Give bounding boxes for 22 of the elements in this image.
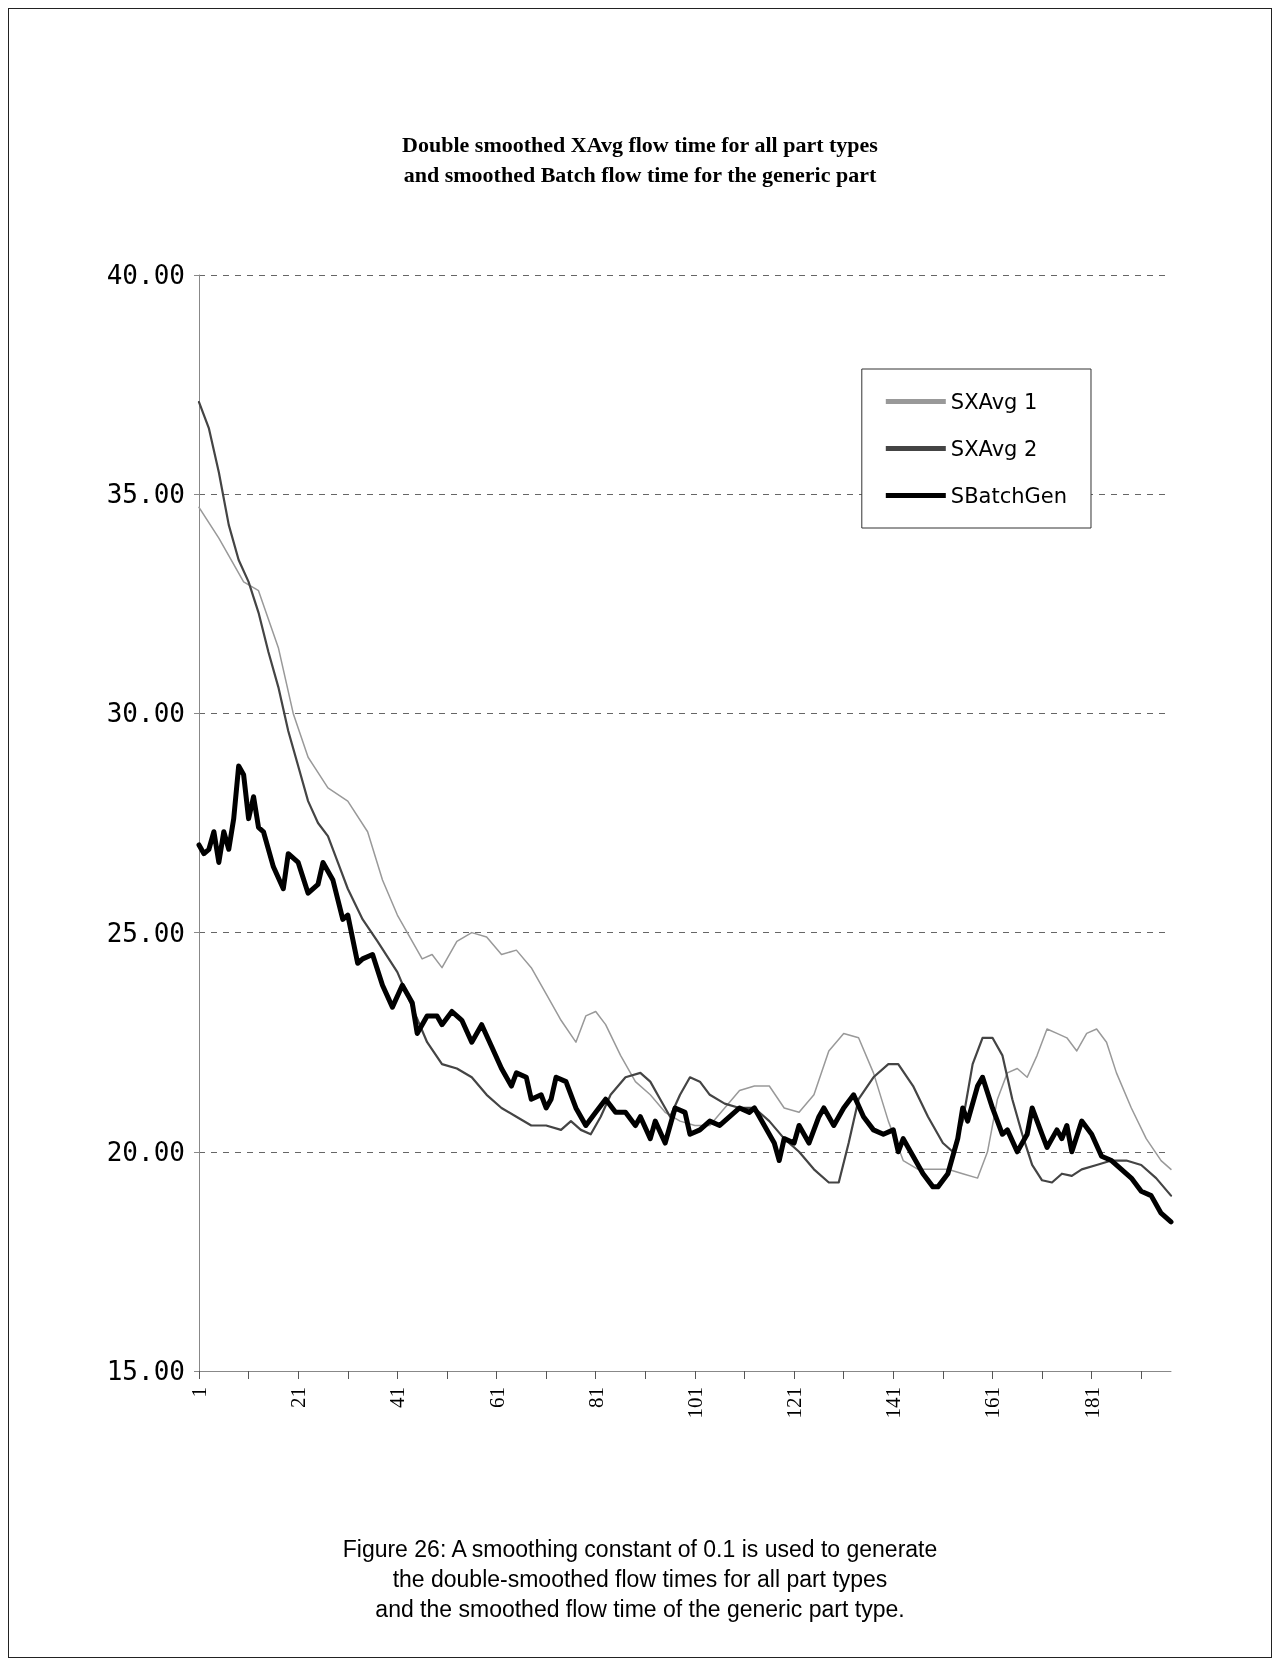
y-tick-label: 20.00 [106,1136,185,1167]
y-tick-label: 40.00 [106,260,185,290]
x-tick-label: 1 [187,1387,211,1398]
legend-label: SXAvg 2 [950,436,1038,461]
x-tick-label: 121 [782,1387,807,1419]
x-tick-label: 41 [385,1387,410,1408]
x-tick-label: 161 [980,1387,1005,1419]
y-tick-label: 25.00 [106,917,185,948]
legend-label: SBatchGen [950,483,1068,508]
x-tick-label: 101 [682,1387,707,1419]
x-tick-label: 181 [1079,1387,1104,1419]
line-series [198,506,1172,1179]
legend-label: SXAvg 1 [950,389,1038,414]
y-tick-label: 15.00 [106,1356,185,1386]
x-tick-label: 21 [286,1387,311,1408]
y-tick-label: 30.00 [106,698,185,729]
x-tick-label: 61 [484,1387,509,1408]
x-tick-label: 141 [881,1387,906,1419]
caption: Figure 26: A smoothing constant of 0.1 is used to generate the double-smoothed flow times for all part types and the smoothed flow time of the generic part type. [341,1535,939,1624]
chart-title: Double smoothed XAvg flow time for all part types and smoothed Batch flow time for the generic part [402,131,879,187]
y-tick-label: 35.00 [106,479,185,510]
x-tick-label: 81 [583,1387,608,1408]
